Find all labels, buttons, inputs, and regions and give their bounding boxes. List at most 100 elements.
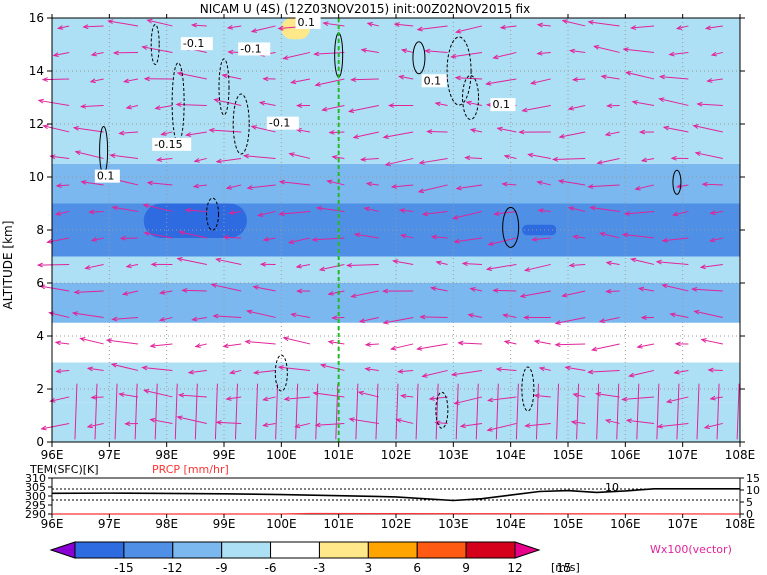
wind-vector-head	[283, 396, 290, 402]
wind-vector	[251, 125, 276, 133]
wind-vector	[91, 51, 104, 56]
sub-left-tick-label: 290	[25, 508, 46, 521]
wind-vector	[74, 127, 104, 133]
wind-vector-head	[605, 260, 612, 266]
wind-vector	[637, 343, 655, 348]
wind-vector-head	[191, 316, 198, 322]
wind-vector	[75, 151, 104, 159]
wind-vector-head	[536, 50, 543, 56]
wind-vector-head	[631, 100, 638, 105]
colorbar: -15 -12 -9 -6 -3 3 6 9 12 15	[49, 541, 572, 575]
wind-vector-updraft	[596, 383, 600, 440]
wind-vector-head	[246, 185, 253, 190]
wind-vector-head	[450, 371, 458, 377]
wind-vector	[279, 181, 311, 186]
wind-vector	[278, 366, 311, 371]
wind-vector	[142, 46, 173, 53]
colorbar-cell	[172, 541, 223, 559]
wind-vector	[291, 313, 311, 318]
wind-vector	[367, 182, 379, 186]
wind-vector-head	[694, 151, 701, 157]
wind-vector	[247, 310, 276, 318]
wind-vector	[674, 369, 689, 374]
wind-vector-head	[587, 369, 594, 375]
wind-vector	[182, 289, 207, 292]
wind-vector	[124, 78, 139, 83]
sub-x-tick-label: 103E	[438, 517, 469, 531]
contour-label-bg	[238, 42, 271, 56]
wind-vector-head	[570, 419, 577, 425]
contour-line	[274, 354, 288, 392]
sub-x-tick-label: 102E	[381, 517, 412, 531]
wind-vector-head	[348, 417, 355, 422]
wind-vector-head	[365, 181, 373, 187]
wind-vector-head	[502, 313, 509, 319]
wind-vector-head	[700, 338, 707, 343]
wind-vector	[296, 263, 311, 268]
wind-vector	[559, 180, 586, 186]
wind-vector	[53, 51, 70, 57]
wind-vector	[354, 233, 379, 239]
colorbar-cell	[367, 541, 418, 559]
sub-x-tick-label: 104E	[495, 517, 526, 531]
wind-vector	[596, 393, 620, 398]
wind-vector-head	[675, 25, 683, 30]
wind-vector-head	[326, 179, 333, 185]
wind-vector	[361, 157, 379, 161]
wind-vector	[192, 24, 207, 27]
wind-vector-head	[227, 49, 234, 55]
contour-label-bg	[421, 74, 447, 88]
wind-vector-updraft	[556, 383, 560, 440]
wind-vector-head	[88, 209, 95, 215]
wind-vector	[601, 75, 620, 80]
wind-vector-head	[225, 185, 233, 190]
wind-vector-head	[450, 53, 457, 59]
wind-vector	[50, 396, 70, 402]
wind-vector	[528, 153, 551, 159]
wind-vector	[418, 184, 448, 193]
wind-vector	[525, 263, 551, 271]
wind-vector-updraft	[576, 383, 580, 440]
wind-vector	[253, 286, 276, 292]
wind-vector	[488, 237, 517, 246]
wind-vector	[673, 210, 689, 216]
wind-vector-head	[554, 320, 561, 325]
wind-vector	[555, 316, 586, 324]
wind-vector	[625, 210, 655, 215]
wind-vector-head	[288, 152, 295, 157]
colorbar-label: -6	[265, 561, 277, 575]
contour-label-bg	[295, 15, 321, 29]
wind-vector	[659, 98, 689, 106]
wind-vector-head	[250, 125, 257, 130]
wind-vector-head	[662, 125, 670, 131]
wind-vector-head	[461, 261, 468, 267]
wind-vector	[503, 314, 517, 318]
wind-vector	[707, 78, 723, 82]
wind-vector	[710, 210, 723, 214]
wind-vector	[670, 313, 689, 318]
wind-vector	[538, 209, 551, 212]
y-tick-label: 2	[36, 382, 44, 396]
wind-vector	[230, 369, 242, 374]
wind-vector	[695, 152, 723, 159]
wind-vector-head	[467, 313, 474, 318]
wind-vector	[401, 395, 414, 398]
wind-vector-head	[668, 51, 675, 57]
wind-vector-head	[278, 179, 285, 185]
wind-vector	[364, 207, 379, 212]
wind-vector-head	[630, 25, 637, 30]
wind-vector-head	[389, 345, 397, 351]
wind-vector-head	[469, 128, 476, 133]
wind-vector-head	[363, 206, 370, 212]
wind-vector	[401, 49, 414, 53]
wind-vector-head	[327, 290, 334, 296]
x-tick-label: 99E	[213, 448, 236, 462]
sub-left-tick-label: 310	[25, 472, 46, 485]
wind-vector-head	[327, 339, 334, 345]
colorbar-low-triangle	[49, 541, 76, 559]
wind-vector-head	[246, 309, 253, 315]
wind-vector-updraft	[355, 383, 359, 440]
wind-vector	[194, 157, 207, 162]
wind-vector-head	[321, 106, 328, 112]
wind-vector	[588, 369, 620, 373]
